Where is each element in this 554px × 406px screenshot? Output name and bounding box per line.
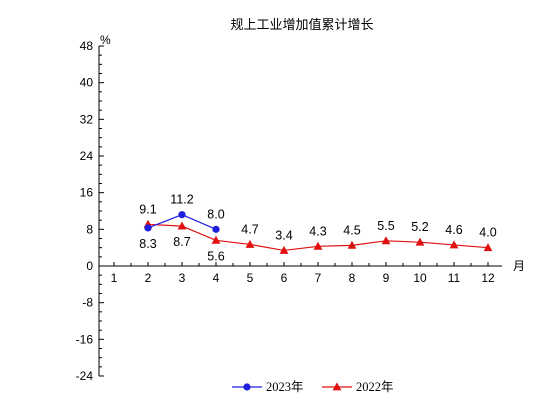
- y-tick-label: 0: [86, 259, 93, 273]
- y-axis-unit: %: [100, 33, 111, 47]
- x-tick-label: 10: [413, 271, 427, 285]
- data-point: [144, 224, 152, 232]
- x-axis-unit: 月: [513, 259, 525, 273]
- data-point: [483, 243, 493, 252]
- x-tick-label: 3: [179, 271, 186, 285]
- data-point: [449, 240, 459, 249]
- y-tick-label: -16: [76, 332, 94, 346]
- data-label: 5.5: [377, 219, 394, 233]
- data-point: [415, 237, 425, 246]
- y-tick-label: 48: [80, 39, 94, 53]
- data-point: [211, 235, 221, 244]
- data-label: 4.3: [309, 224, 326, 238]
- data-label: 8.0: [207, 207, 224, 221]
- y-tick-label: 24: [80, 149, 94, 163]
- y-tick-label: 32: [80, 112, 94, 126]
- data-label: 3.4: [275, 228, 292, 242]
- data-point: [279, 245, 289, 254]
- data-label: 8.7: [173, 235, 190, 249]
- data-label: 4.5: [343, 223, 360, 237]
- legend-label-2022: 2022年: [356, 380, 394, 394]
- x-tick-label: 7: [315, 271, 322, 285]
- y-tick-label: -24: [76, 369, 94, 383]
- data-point: [178, 211, 186, 219]
- data-point: [177, 221, 187, 230]
- data-point: [347, 240, 357, 249]
- x-tick-label: 12: [481, 271, 495, 285]
- x-tick-label: 4: [213, 271, 220, 285]
- chart-title: 规上工业增加值累计增长: [230, 17, 373, 33]
- data-point: [245, 239, 255, 248]
- x-tick-label: 11: [448, 271, 461, 285]
- x-tick-label: 8: [349, 271, 356, 285]
- x-tick-label: 2: [145, 271, 152, 285]
- data-label: 4.7: [241, 222, 258, 236]
- data-label: 4.0: [479, 226, 496, 240]
- data-point: [212, 225, 220, 233]
- y-tick-label: 8: [86, 222, 93, 236]
- data-label: 5.6: [207, 249, 224, 263]
- y-tick-label: 16: [80, 186, 94, 200]
- legend: 2023年 2022年: [232, 380, 394, 394]
- x-tick-label: 9: [383, 271, 390, 285]
- data-label: 11.2: [170, 193, 193, 207]
- x-tick-label: 6: [281, 271, 288, 285]
- data-label: 8.3: [139, 237, 156, 251]
- y-tick-label: -8: [82, 296, 93, 310]
- legend-label-2023: 2023年: [266, 380, 304, 394]
- legend-marker-2023: [243, 383, 251, 391]
- data-point: [381, 236, 391, 245]
- series-2023年: 8.3 11.2 8.0: [139, 193, 224, 251]
- series-layer: 9.1 8.7 5.6 4.7 3.4 4.3 4.5 5.5 5.2 4.6 4.0 8.3 11.2…: [139, 193, 496, 264]
- data-label: 9.1: [139, 202, 156, 216]
- legend-marker-2022: [332, 382, 342, 391]
- y-tick-label: 40: [80, 76, 94, 90]
- data-label: 5.2: [411, 220, 428, 234]
- x-tick-label: 5: [247, 271, 254, 285]
- data-point: [313, 241, 323, 250]
- x-tick-label: 1: [111, 271, 118, 285]
- series-2022年: 9.1 8.7 5.6 4.7 3.4 4.3 4.5 5.5 5.2 4.6 4.0: [139, 202, 496, 263]
- data-label: 4.6: [445, 223, 462, 237]
